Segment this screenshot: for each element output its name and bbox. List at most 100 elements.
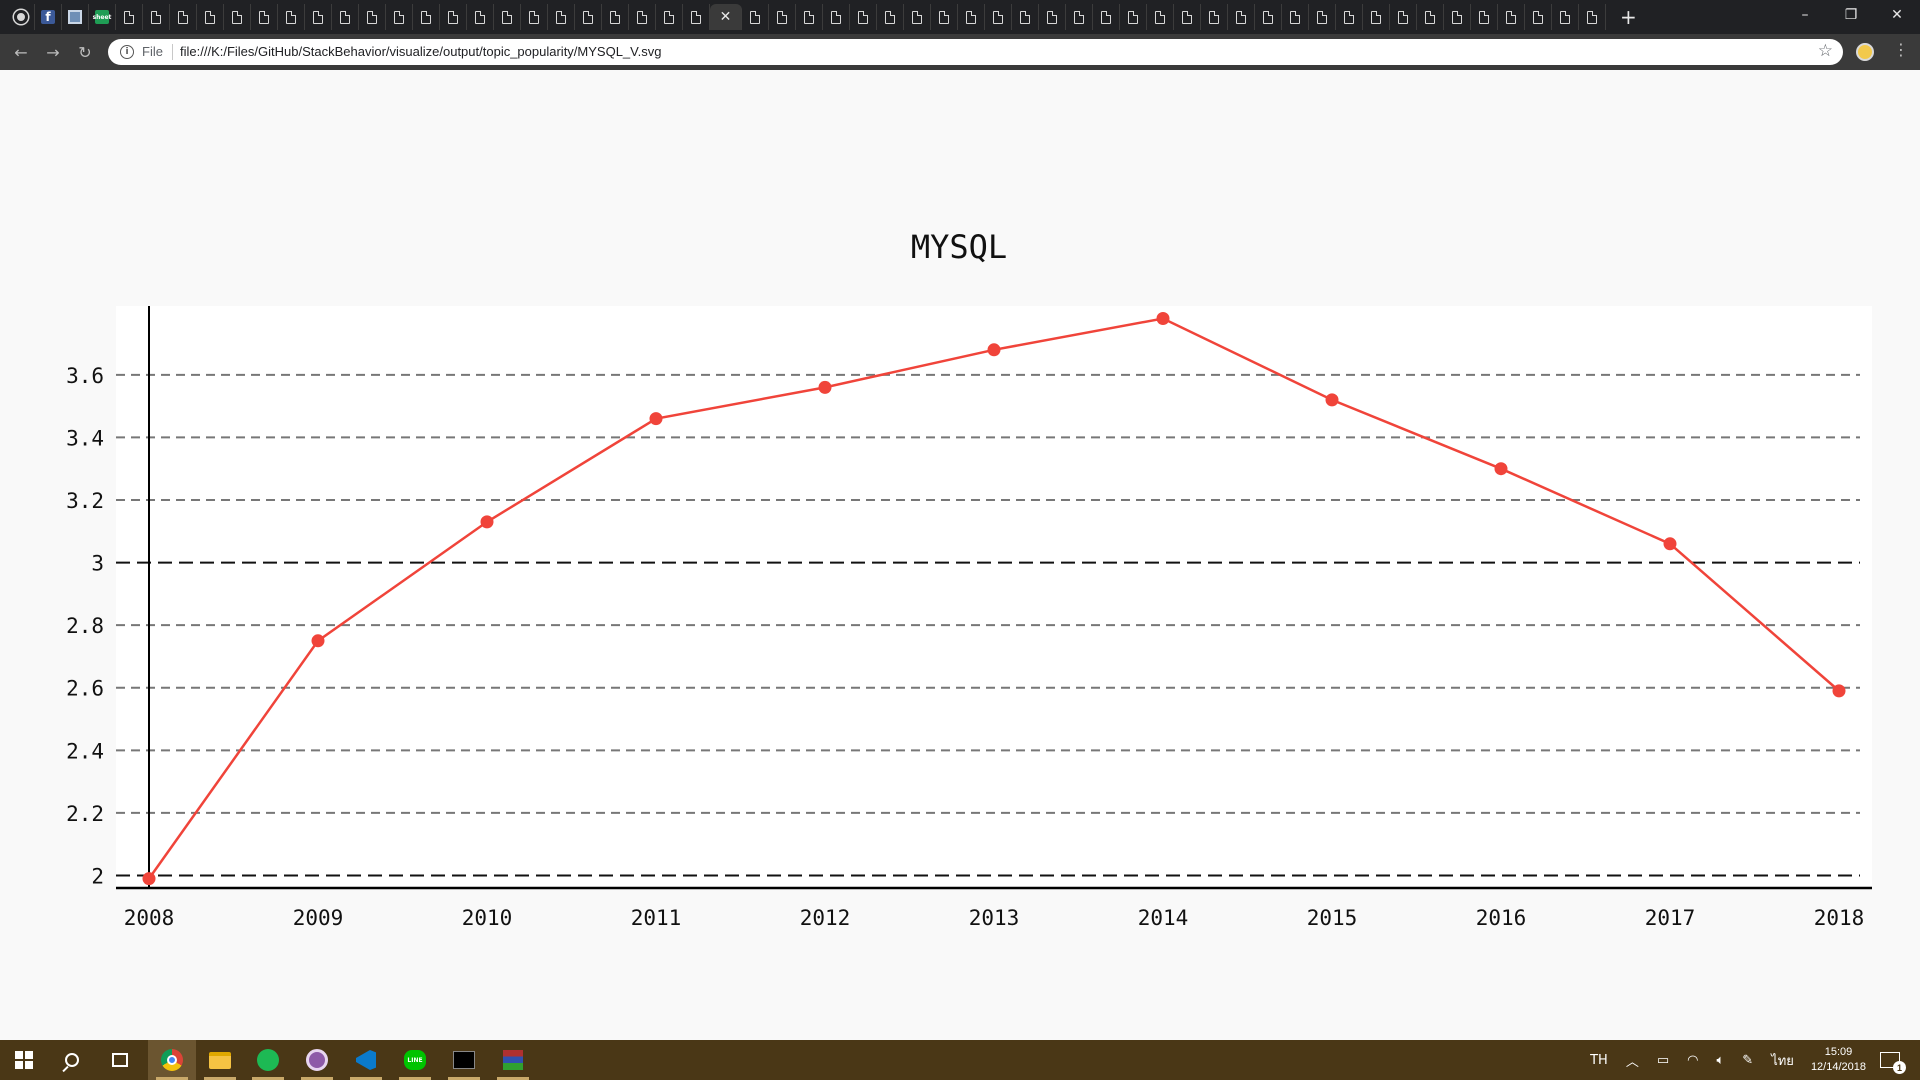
forward-arrow-icon[interactable]: →	[46, 42, 60, 62]
site-info-icon[interactable]: i	[120, 45, 134, 59]
tab[interactable]	[796, 4, 823, 30]
vscode-taskbar-button[interactable]	[342, 1040, 390, 1080]
tab[interactable]	[1066, 4, 1093, 30]
x-tick-label: 2011	[631, 906, 682, 930]
back-arrow-icon[interactable]: ←	[14, 42, 28, 62]
y-tick-label: 2.6	[66, 677, 104, 701]
tab[interactable]	[548, 4, 575, 30]
tab[interactable]	[1093, 4, 1120, 30]
url-text[interactable]: file:///K:/Files/GitHub/StackBehavior/vi…	[180, 44, 662, 59]
github-taskbar-button[interactable]	[293, 1040, 341, 1080]
restore-button[interactable]: ❐	[1844, 7, 1858, 23]
data-points	[142, 312, 1846, 886]
tab[interactable]	[521, 4, 548, 30]
tab[interactable]	[1120, 4, 1147, 30]
winrar-taskbar-button[interactable]	[489, 1040, 537, 1080]
bookmark-star-icon[interactable]: ☆	[1817, 41, 1833, 61]
tab[interactable]	[1417, 4, 1444, 30]
tab[interactable]	[1444, 4, 1471, 30]
file-explorer-taskbar-button[interactable]	[196, 1040, 244, 1080]
tab[interactable]: f	[35, 4, 62, 30]
tab[interactable]	[332, 4, 359, 30]
tab[interactable]	[1336, 4, 1363, 30]
tab[interactable]	[602, 4, 629, 30]
battery-icon[interactable]: ▭	[1656, 1052, 1670, 1068]
tab[interactable]	[1012, 4, 1039, 30]
chevron-up-icon[interactable]: ︿	[1625, 1054, 1639, 1070]
notification-icon[interactable]: 1	[1880, 1052, 1906, 1074]
pen-icon[interactable]: ✎	[1742, 1052, 1754, 1068]
line-taskbar-button[interactable]: LINE	[391, 1040, 439, 1080]
tab[interactable]	[877, 4, 904, 30]
new-tab-button[interactable]: +	[1620, 5, 1637, 29]
tab[interactable]	[143, 4, 170, 30]
tab[interactable]	[1228, 4, 1255, 30]
tab[interactable]	[1552, 4, 1579, 30]
document-icon	[885, 10, 895, 24]
tab[interactable]	[742, 4, 769, 30]
tab[interactable]	[359, 4, 386, 30]
tab[interactable]	[1579, 4, 1606, 30]
spotify-taskbar-button[interactable]	[244, 1040, 292, 1080]
browser-menu-icon[interactable]: ⋮	[1893, 40, 1909, 59]
document-icon	[1074, 10, 1084, 24]
tab[interactable]	[1255, 4, 1282, 30]
tab[interactable]	[1498, 4, 1525, 30]
search-button[interactable]	[48, 1040, 96, 1080]
tab[interactable]	[1309, 4, 1336, 30]
volume-icon[interactable]: 🔈︎	[1716, 1052, 1725, 1068]
tab[interactable]	[1525, 4, 1552, 30]
tab[interactable]	[197, 4, 224, 30]
tab[interactable]	[440, 4, 467, 30]
tab[interactable]	[1363, 4, 1390, 30]
profile-avatar[interactable]	[1856, 43, 1874, 61]
tab[interactable]	[494, 4, 521, 30]
ime-indicator[interactable]: ไทย	[1771, 1053, 1794, 1069]
chrome-taskbar-button[interactable]	[148, 1040, 196, 1080]
tab[interactable]	[769, 4, 796, 30]
tab-close-icon[interactable]: ✕	[719, 9, 732, 25]
tab[interactable]	[1282, 4, 1309, 30]
close-window-button[interactable]: ✕	[1891, 7, 1903, 23]
terminal-taskbar-button[interactable]	[440, 1040, 488, 1080]
address-bar[interactable]: i File file:///K:/Files/GitHub/StackBeha…	[108, 39, 1843, 65]
tab[interactable]	[305, 4, 332, 30]
tab[interactable]	[116, 4, 143, 30]
tab[interactable]	[1147, 4, 1174, 30]
tab[interactable]	[8, 4, 35, 30]
tab[interactable]	[413, 4, 440, 30]
tab[interactable]	[278, 4, 305, 30]
tab[interactable]	[251, 4, 278, 30]
tab[interactable]	[850, 4, 877, 30]
tab[interactable]	[823, 4, 850, 30]
tab[interactable]	[386, 4, 413, 30]
tab[interactable]	[931, 4, 958, 30]
tab[interactable]	[1471, 4, 1498, 30]
start-button[interactable]	[0, 1040, 48, 1080]
tab[interactable]: sheet	[89, 4, 116, 30]
clock[interactable]: 15:09 12/14/2018	[1811, 1045, 1866, 1075]
tab[interactable]	[1174, 4, 1201, 30]
minimize-button[interactable]: –	[1801, 7, 1809, 23]
tab[interactable]	[985, 4, 1012, 30]
tab[interactable]	[904, 4, 931, 30]
tab[interactable]	[629, 4, 656, 30]
browser-tab-strip: f sheet ✕ + – ❐ ✕	[0, 0, 1920, 34]
reload-icon[interactable]: ↻	[78, 42, 92, 62]
tab[interactable]	[958, 4, 985, 30]
task-view-button[interactable]	[96, 1040, 144, 1080]
tab[interactable]	[467, 4, 494, 30]
tab[interactable]	[683, 4, 710, 30]
tab[interactable]	[1390, 4, 1417, 30]
wifi-icon[interactable]: ◠	[1687, 1052, 1699, 1068]
tab[interactable]	[656, 4, 683, 30]
tab-active[interactable]: ✕	[710, 4, 742, 30]
tab[interactable]	[1039, 4, 1066, 30]
tab[interactable]	[575, 4, 602, 30]
tab[interactable]	[224, 4, 251, 30]
data-point	[311, 634, 325, 648]
language-indicator[interactable]: TH	[1590, 1052, 1608, 1068]
tab[interactable]	[170, 4, 197, 30]
tab[interactable]	[62, 4, 89, 30]
tab[interactable]	[1201, 4, 1228, 30]
